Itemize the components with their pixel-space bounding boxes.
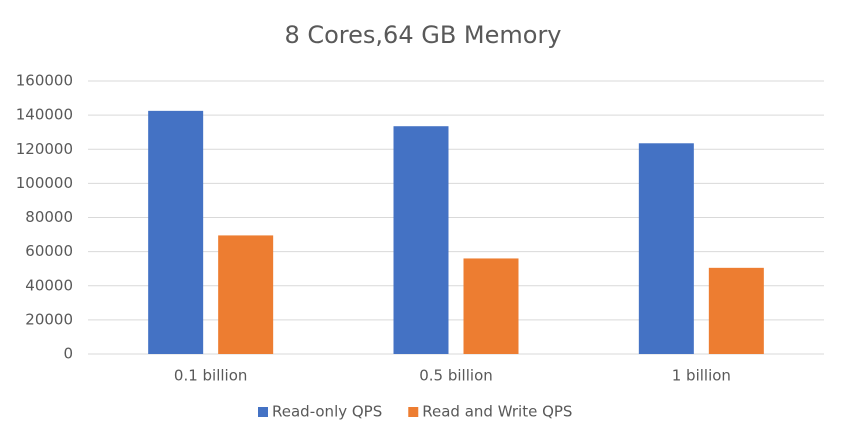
legend-label: Read and Write QPS: [422, 403, 572, 421]
x-tick-label: 0.1 billion: [174, 367, 248, 385]
y-tick-label: 20000: [25, 310, 73, 328]
x-tick-label: 0.5 billion: [419, 367, 493, 385]
y-tick-label: 0: [63, 345, 73, 363]
y-tick-label: 80000: [25, 208, 73, 226]
bar: [708, 267, 764, 354]
bar: [148, 110, 204, 354]
bar: [218, 235, 274, 354]
y-tick-label: 40000: [25, 276, 73, 294]
bar: [638, 143, 694, 354]
legend-label: Read-only QPS: [272, 403, 382, 421]
y-tick-label: 140000: [16, 106, 73, 124]
x-tick-label: 1 billion: [672, 367, 731, 385]
chart-title: 8 Cores,64 GB Memory: [284, 21, 561, 49]
legend-swatch: [258, 407, 268, 417]
y-tick-label: 120000: [16, 140, 73, 158]
y-tick-label: 160000: [16, 72, 73, 90]
bar: [463, 258, 519, 354]
y-tick-label: 100000: [16, 174, 73, 192]
y-tick-label: 60000: [25, 242, 73, 260]
legend-swatch: [408, 407, 419, 417]
bar: [393, 126, 449, 354]
